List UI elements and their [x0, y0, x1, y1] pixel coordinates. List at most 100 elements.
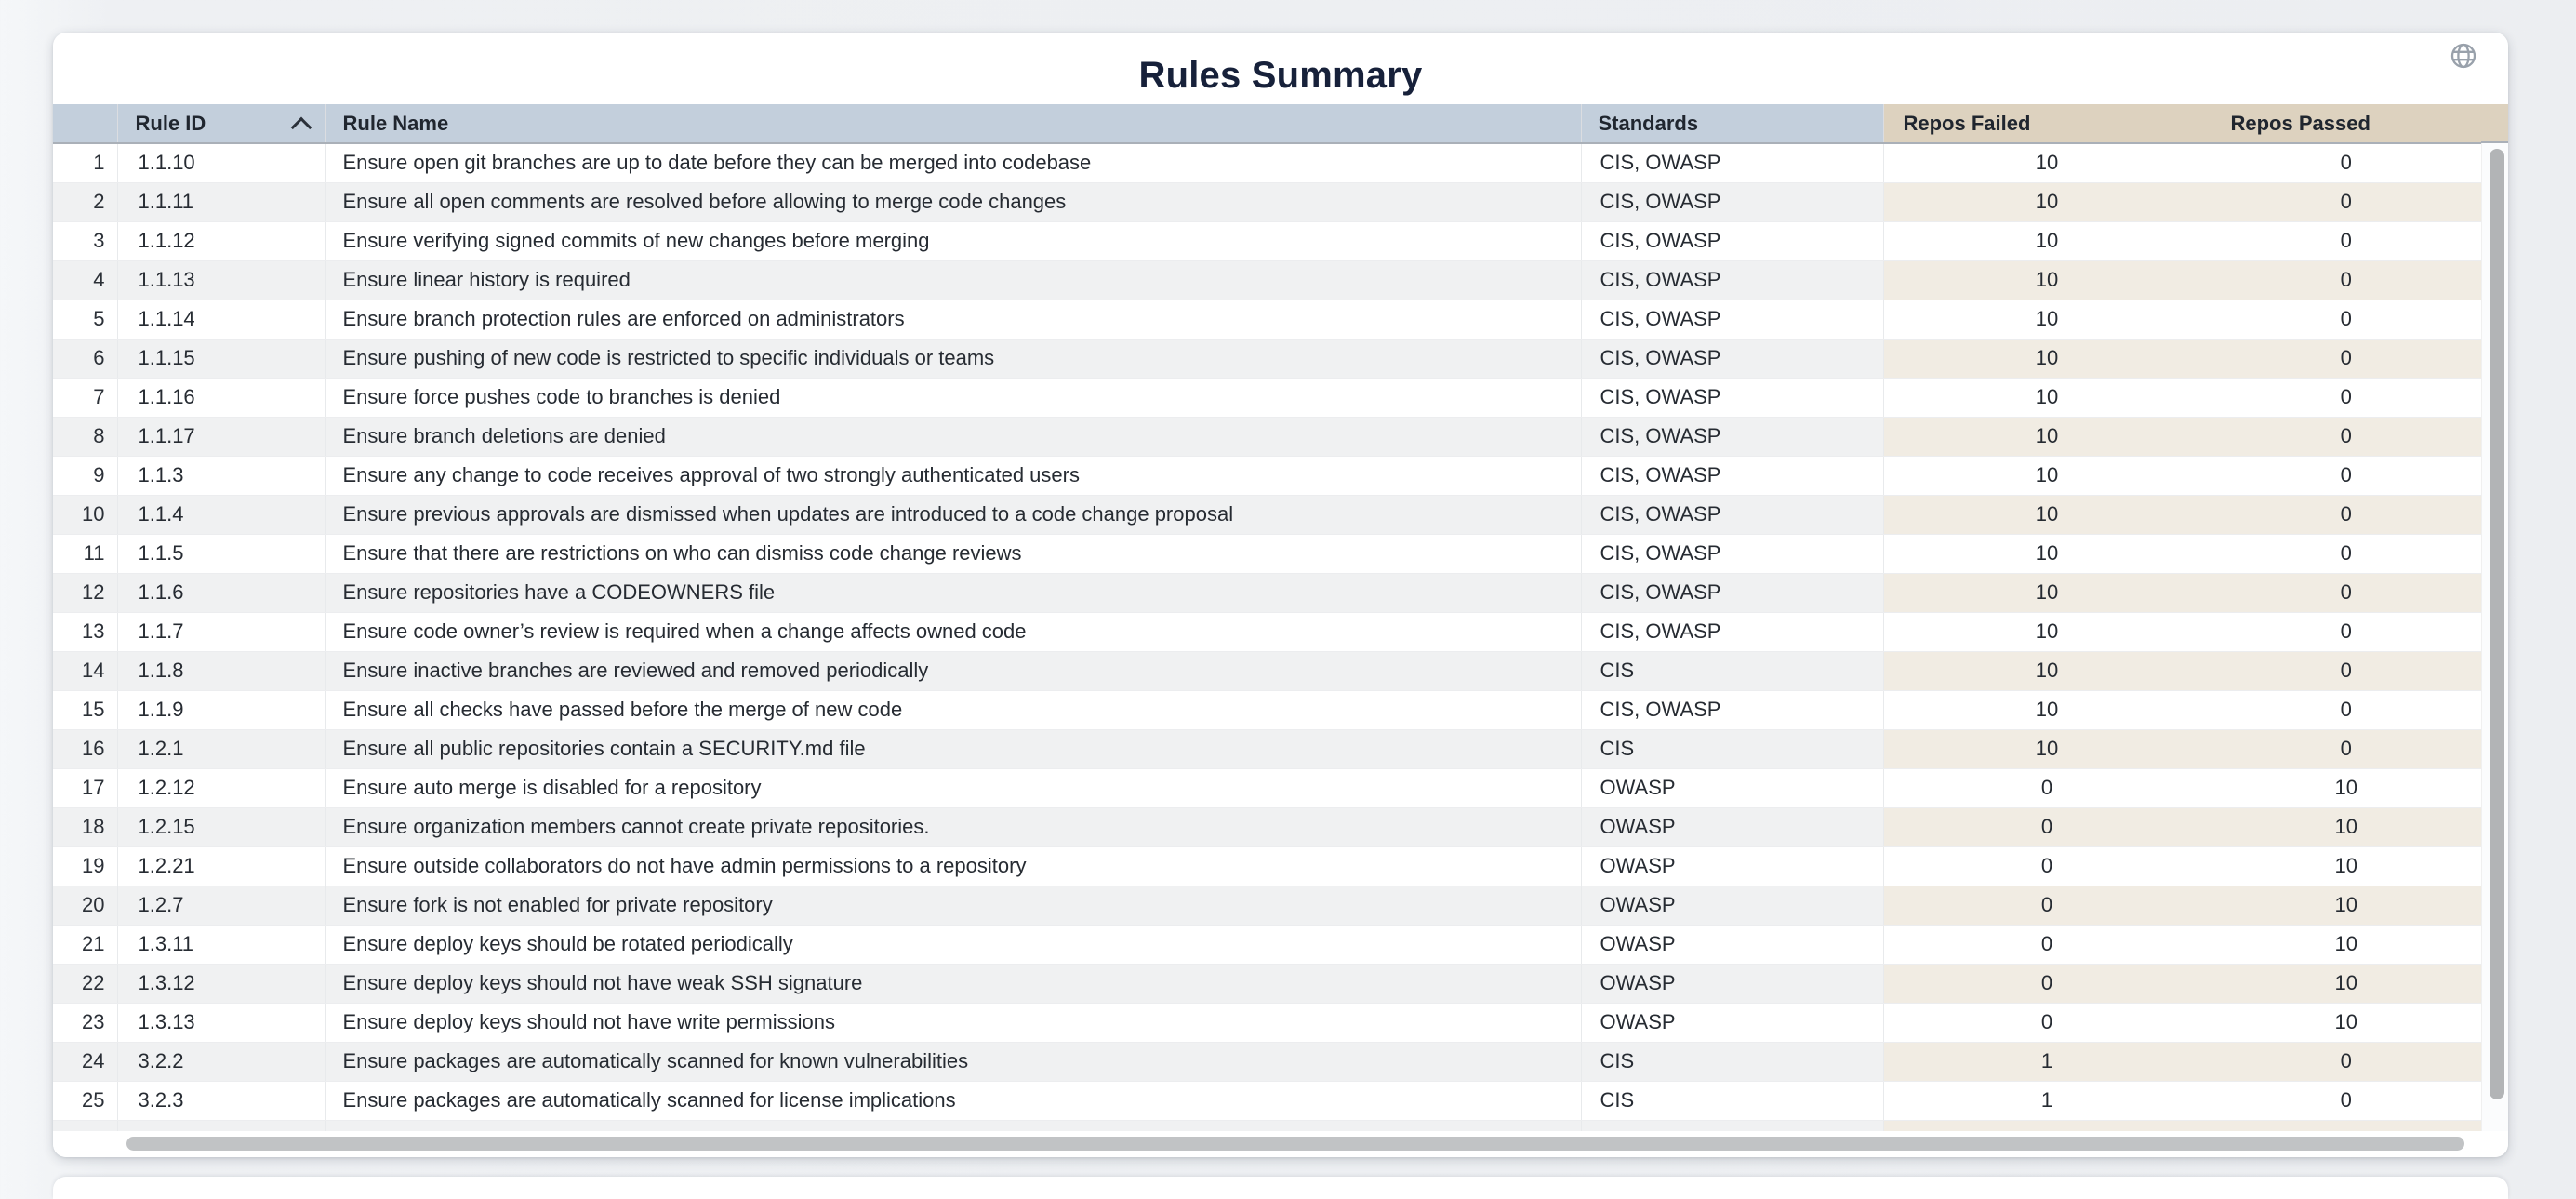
cell-rule-name: Ensure open git branches are up to date … [325, 143, 1582, 183]
cell-rule-id: 1.1.10 [117, 143, 326, 183]
table-row[interactable]: 2 1.1.11 Ensure all open comments are re… [53, 182, 2481, 222]
cell-repos-passed: 0 [2211, 612, 2481, 652]
table-row[interactable]: 17 1.2.12 Ensure auto merge is disabled … [53, 768, 2481, 808]
cell-row-number: 21 [53, 925, 118, 965]
cell-rule-name: Ensure all public repositories contain a… [325, 729, 1582, 769]
cell-standards: OWASP [1581, 1003, 1884, 1043]
cell-row-number: 4 [53, 260, 118, 300]
cell-repos-failed: 0 [1883, 1003, 2211, 1043]
table-row[interactable]: 12 1.1.6 Ensure repositories have a CODE… [53, 573, 2481, 613]
table-row[interactable]: 1 1.1.10 Ensure open git branches are up… [53, 143, 2481, 183]
cell-repos-failed: 10 [1883, 495, 2211, 535]
cell-rule-id: 1.1.5 [117, 534, 326, 574]
table-row[interactable]: 5 1.1.14 Ensure branch protection rules … [53, 300, 2481, 340]
cell-repos-passed: 10 [2211, 1003, 2481, 1043]
table-row[interactable]: 3 1.1.12 Ensure verifying signed commits… [53, 221, 2481, 261]
cell-row-number: 22 [53, 964, 118, 1004]
table-row[interactable]: 8 1.1.17 Ensure branch deletions are den… [53, 417, 2481, 457]
cell-rule-name: Ensure that there are restrictions on wh… [325, 534, 1582, 574]
table-row[interactable]: 25 3.2.3 Ensure packages are automatical… [53, 1081, 2481, 1121]
vertical-scrollbar[interactable] [2481, 143, 2508, 1131]
cell-standards: OWASP [1581, 846, 1884, 886]
cell-repos-passed: 0 [2211, 495, 2481, 535]
cell-row-number: 1 [53, 143, 118, 183]
table-row-partial [53, 1120, 2481, 1131]
cell-row-number: 14 [53, 651, 118, 691]
cell-standards: CIS, OWASP [1581, 612, 1884, 652]
table-row[interactable]: 14 1.1.8 Ensure inactive branches are re… [53, 651, 2481, 691]
cell-repos-failed: 10 [1883, 690, 2211, 730]
cell-row-number: 5 [53, 300, 118, 340]
cell-repos-failed: 10 [1883, 573, 2211, 613]
table-row[interactable]: 11 1.1.5 Ensure that there are restricti… [53, 534, 2481, 574]
cell-repos-failed: 10 [1883, 729, 2211, 769]
column-label: Repos Passed [2230, 111, 2370, 135]
table-row[interactable]: 21 1.3.11 Ensure deploy keys should be r… [53, 925, 2481, 965]
cell-rule-id: 1.1.8 [117, 651, 326, 691]
cell-repos-failed: 10 [1883, 612, 2211, 652]
cell-standards: CIS [1581, 1081, 1884, 1121]
cell-repos-passed: 0 [2211, 300, 2481, 340]
table-row[interactable]: 22 1.3.12 Ensure deploy keys should not … [53, 964, 2481, 1004]
cell-standards: CIS, OWASP [1581, 573, 1884, 613]
table-row[interactable]: 13 1.1.7 Ensure code owner’s review is r… [53, 612, 2481, 652]
cell-standards: CIS, OWASP [1581, 221, 1884, 261]
cell-repos-failed: 1 [1883, 1081, 2211, 1121]
cell-standards: CIS, OWASP [1581, 378, 1884, 418]
column-header-repos-failed[interactable]: Repos Failed [1883, 104, 2211, 144]
cell-row-number: 17 [53, 768, 118, 808]
cell-rule-id: 1.1.7 [117, 612, 326, 652]
cell-repos-passed: 0 [2211, 729, 2481, 769]
cell-standards: CIS, OWASP [1581, 260, 1884, 300]
cell-rule-name: Ensure auto merge is disabled for a repo… [325, 768, 1582, 808]
cell-rule-id: 1.1.16 [117, 378, 326, 418]
horizontal-scrollbar-thumb[interactable] [126, 1137, 2464, 1151]
column-header-rule-id[interactable]: Rule ID [117, 104, 326, 144]
cell-repos-passed: 10 [2211, 925, 2481, 965]
cell-standards: OWASP [1581, 964, 1884, 1004]
cell-repos-passed: 0 [2211, 339, 2481, 379]
table-row[interactable]: 4 1.1.13 Ensure linear history is requir… [53, 260, 2481, 300]
cell-repos-failed: 10 [1883, 339, 2211, 379]
cell-row-number: 15 [53, 690, 118, 730]
cell-standards: CIS, OWASP [1581, 182, 1884, 222]
table-row[interactable]: 16 1.2.1 Ensure all public repositories … [53, 729, 2481, 769]
table-row[interactable]: 18 1.2.15 Ensure organization members ca… [53, 807, 2481, 847]
cell-rule-id: 1.2.15 [117, 807, 326, 847]
table-row[interactable]: 15 1.1.9 Ensure all checks have passed b… [53, 690, 2481, 730]
column-header-standards[interactable]: Standards [1581, 104, 1884, 144]
cell-standards: OWASP [1581, 886, 1884, 926]
table-row[interactable]: 7 1.1.16 Ensure force pushes code to bra… [53, 378, 2481, 418]
cell-rule-id: 3.2.3 [117, 1081, 326, 1121]
vertical-scrollbar-thumb[interactable] [2490, 149, 2504, 1099]
page-title: Rules Summary [1138, 55, 1423, 96]
cell-row-number: 10 [53, 495, 118, 535]
cell-rule-id: 1.1.12 [117, 221, 326, 261]
table-row[interactable]: 23 1.3.13 Ensure deploy keys should not … [53, 1003, 2481, 1043]
table-row[interactable]: 24 3.2.2 Ensure packages are automatical… [53, 1042, 2481, 1082]
column-header-repos-passed[interactable]: Repos Passed [2211, 104, 2481, 144]
cell-row-number: 12 [53, 573, 118, 613]
table-row[interactable]: 19 1.2.21 Ensure outside collaborators d… [53, 846, 2481, 886]
globe-icon[interactable] [2449, 41, 2478, 71]
cell-rule-name: Ensure deploy keys should be rotated per… [325, 925, 1582, 965]
cell-rule-name: Ensure packages are automatically scanne… [325, 1081, 1582, 1121]
cell-rule-id: 1.3.11 [117, 925, 326, 965]
table-row[interactable]: 20 1.2.7 Ensure fork is not enabled for … [53, 886, 2481, 926]
cell-standards: OWASP [1581, 768, 1884, 808]
horizontal-scrollbar[interactable] [53, 1131, 2508, 1157]
cell-row-number: 18 [53, 807, 118, 847]
cell-rule-id: 1.3.13 [117, 1003, 326, 1043]
column-header-row-number [53, 104, 118, 144]
cell-row-number: 19 [53, 846, 118, 886]
cell-repos-passed: 10 [2211, 964, 2481, 1004]
cell-standards: CIS, OWASP [1581, 495, 1884, 535]
column-header-rule-name[interactable]: Rule Name [325, 104, 1582, 144]
cell-rule-id: 1.1.14 [117, 300, 326, 340]
cell-rule-name: Ensure code owner’s review is required w… [325, 612, 1582, 652]
table-row[interactable]: 9 1.1.3 Ensure any change to code receiv… [53, 456, 2481, 496]
table-row[interactable]: 10 1.1.4 Ensure previous approvals are d… [53, 495, 2481, 535]
cell-rule-name: Ensure all checks have passed before the… [325, 690, 1582, 730]
table-row[interactable]: 6 1.1.15 Ensure pushing of new code is r… [53, 339, 2481, 379]
cell-repos-passed: 0 [2211, 417, 2481, 457]
